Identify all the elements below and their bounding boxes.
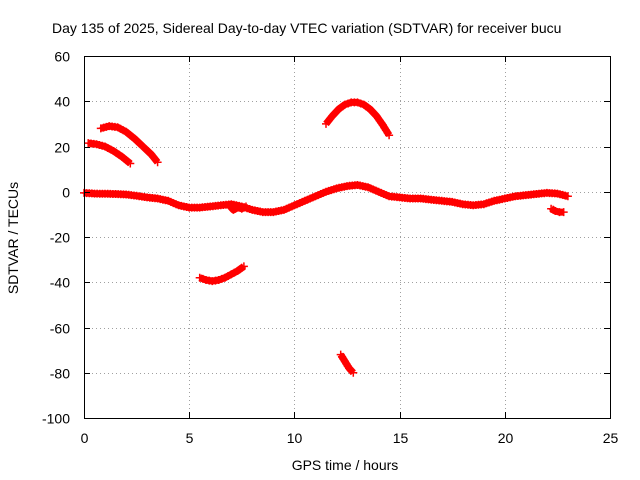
x-axis-label: GPS time / hours [292, 457, 399, 473]
y-tick-label: 0 [62, 185, 70, 201]
y-axis-label: SDTVAR / TECUs [5, 182, 21, 294]
data-point-marker [563, 192, 572, 201]
data-point-marker [385, 131, 394, 140]
y-tick-label: 60 [54, 49, 70, 65]
y-tick-label: -80 [50, 366, 70, 382]
data-point-marker [559, 208, 568, 217]
x-tick-label: 5 [186, 430, 194, 446]
data-point-marker [242, 202, 250, 211]
chart-title: Day 135 of 2025, Sidereal Day-to-day VTE… [52, 20, 561, 36]
y-tick-label: -60 [50, 321, 70, 337]
y-tick-label: -100 [42, 411, 70, 427]
series-late-segment [547, 204, 568, 217]
y-tick-label: -20 [50, 230, 70, 246]
grid-lines [84, 56, 610, 418]
x-tick-label: 0 [81, 430, 89, 446]
series-streak-deep [336, 350, 358, 377]
data-point-marker [551, 207, 560, 215]
x-tick-label: 20 [498, 430, 514, 446]
series-arc-midday-high [322, 98, 394, 140]
tick-labels: 0 5 10 15 20 25 -100 -80 -60 -40 -20 0 20 40 60 [42, 49, 619, 447]
series-arc-low-morning [195, 262, 248, 286]
data-point-marker [126, 159, 135, 168]
data-point-marker [349, 368, 358, 377]
x-tick-label: 10 [287, 430, 303, 446]
y-tick-label: -40 [50, 275, 70, 291]
data-point-marker [153, 158, 162, 167]
y-tick-label: 40 [54, 94, 70, 110]
series-arc-upper-left-a-tail [138, 142, 162, 167]
axis-ticks [84, 56, 611, 419]
x-tick-label: 25 [603, 430, 619, 446]
x-tick-label: 15 [393, 430, 409, 446]
data-point-marker [239, 262, 248, 271]
series-arc-upper-left-b [84, 139, 135, 168]
y-tick-label: 20 [54, 140, 70, 156]
series-arc-upper-left-a [96, 122, 147, 151]
series-dip-morning [225, 201, 250, 214]
data-layer [80, 98, 572, 377]
